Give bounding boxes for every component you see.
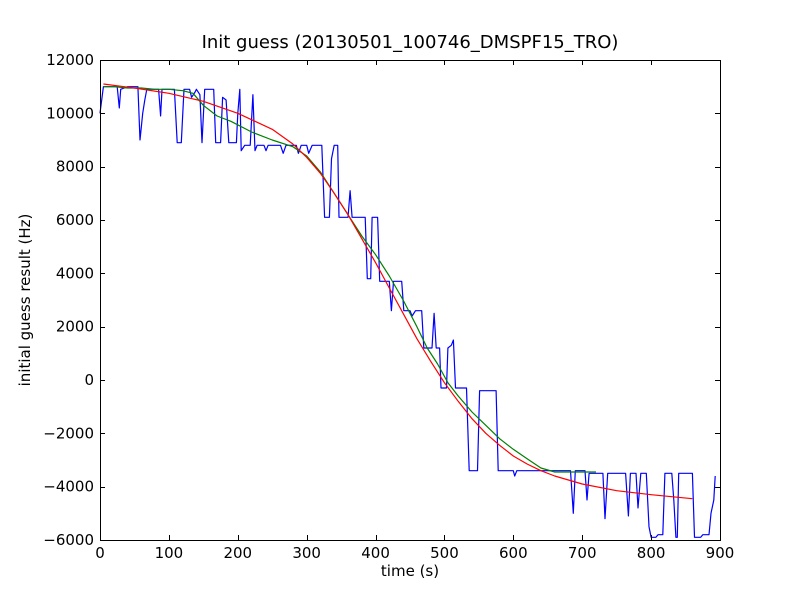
y-tick-label: −2000 xyxy=(43,424,94,442)
x-axis-label: time (s) xyxy=(381,562,439,580)
y-tick-label: 4000 xyxy=(56,264,94,282)
y-tick-label: −6000 xyxy=(43,531,94,549)
series-line-1 xyxy=(99,86,716,538)
y-tick-label: 12000 xyxy=(46,51,94,69)
y-tick-label: 10000 xyxy=(46,104,94,122)
series-line-2 xyxy=(103,86,596,473)
y-axis: −6000 −4000 −2000 0 2000 4000 6000 8000 10000 120… xyxy=(43,51,720,549)
plot-frame xyxy=(100,60,721,541)
y-tick-label: 6000 xyxy=(56,211,94,229)
x-tick-label: 100 xyxy=(155,544,184,562)
y-tick-label: 2000 xyxy=(56,318,94,336)
chart-title: Init guess (20130501_100746_DMSPF15_TRO) xyxy=(202,32,619,53)
x-tick-label: 900 xyxy=(706,544,735,562)
y-tick-label: 0 xyxy=(84,371,94,389)
x-tick-label: 600 xyxy=(499,544,528,562)
x-axis: 0 100 200 300 400 500 600 700 800 900 xyxy=(95,60,734,562)
plot-area xyxy=(99,60,721,541)
y-tick-label: 8000 xyxy=(56,158,94,176)
y-axis-label: initial guess result (Hz) xyxy=(16,214,34,387)
x-tick-label: 300 xyxy=(292,544,321,562)
x-tick-label: 700 xyxy=(568,544,597,562)
x-tick-label: 0 xyxy=(95,544,105,562)
x-tick-label: 200 xyxy=(223,544,252,562)
x-tick-label: 400 xyxy=(361,544,390,562)
y-tick-label: −4000 xyxy=(43,478,94,496)
series-layer xyxy=(99,83,716,538)
series-line-3 xyxy=(103,83,693,500)
x-tick-label: 800 xyxy=(637,544,666,562)
x-tick-label: 500 xyxy=(430,544,459,562)
